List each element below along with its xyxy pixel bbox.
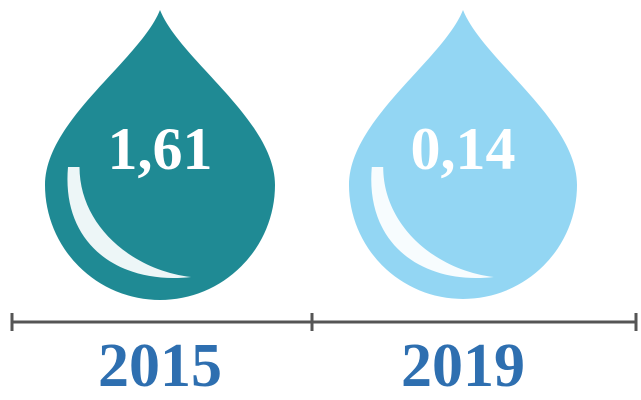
year-label: 2019 [401,332,525,400]
drop-highlight [67,167,192,279]
drop-group [349,10,577,299]
value-label: 1,61 [108,116,213,182]
drop-group [45,10,275,300]
value-label: 0,14 [411,116,516,182]
drop-highlight [371,167,494,279]
drop [349,10,577,299]
drop [45,10,275,300]
year-label: 2015 [98,332,222,400]
